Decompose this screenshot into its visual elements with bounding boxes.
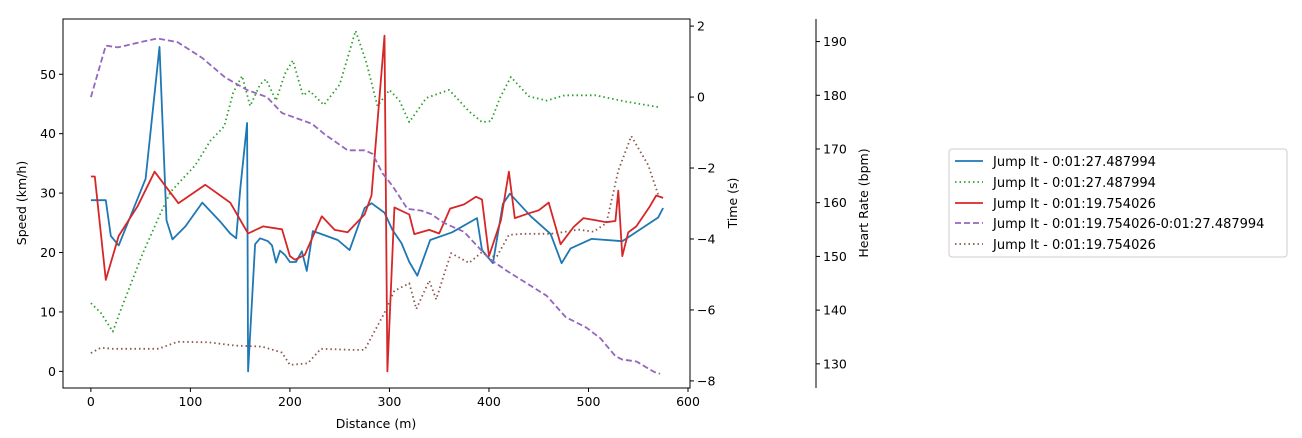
x-tick-label: 300 <box>378 394 402 409</box>
y-axis-hr: 130 140 150 160 170 180 190 <box>815 19 847 388</box>
plot-area <box>62 18 691 389</box>
x-tick-label: 500 <box>577 394 601 409</box>
x-tick-label: 100 <box>178 394 202 409</box>
y-tick-label-time: −6 <box>697 302 715 317</box>
legend-label: Jump It - 0:01:27.487994 <box>992 176 1156 191</box>
legend-entry: Jump It - 0:01:27.487994 <box>955 155 1156 170</box>
plot-frame <box>62 18 691 389</box>
y-tick-label-speed: 50 <box>40 67 56 82</box>
y-axis-time: −8 −6 −4 −2 0 2 <box>690 19 715 388</box>
legend-entry: Jump It - 0:01:27.487994 <box>955 176 1156 191</box>
y-axis-label-time: Time (s) <box>725 178 740 230</box>
series-line-5 <box>90 135 660 366</box>
y-tick-label-speed: 10 <box>40 304 56 319</box>
x-tick-label: 200 <box>278 394 302 409</box>
y-tick-label-time: 2 <box>697 19 705 34</box>
y-tick-label-hr: 150 <box>823 249 847 264</box>
y-tick-label-time: −8 <box>697 373 715 388</box>
y-tick-label-time: −4 <box>697 231 715 246</box>
y-tick-label-hr: 140 <box>823 303 847 318</box>
y-tick-label-hr: 180 <box>823 88 847 103</box>
x-tick-label: 0 <box>87 394 95 409</box>
y-tick-label-time: −2 <box>697 161 715 176</box>
y-axis-label-speed: Speed (km/h) <box>14 161 29 245</box>
legend-label: Jump It - 0:01:19.754026 <box>992 238 1156 253</box>
legend-frame <box>948 148 1288 258</box>
series-line-3 <box>90 34 664 373</box>
y-axis-speed: 0 10 20 30 40 50 <box>40 67 63 379</box>
legend-label: Jump It - 0:01:27.487994 <box>992 155 1156 170</box>
legend-entry: Jump It - 0:01:19.754026-0:01:27.487994 <box>955 217 1264 232</box>
series-line-4 <box>90 37 661 375</box>
legend-entry: Jump It - 0:01:19.754026 <box>955 238 1156 253</box>
legend: Jump It - 0:01:27.487994 Jump It - 0:01:… <box>948 148 1288 258</box>
x-tick-label: 600 <box>676 394 700 409</box>
legend-entry: Jump It - 0:01:19.754026 <box>955 197 1156 212</box>
y-tick-label-hr: 160 <box>823 195 847 210</box>
y-axis-label-hr: Heart Rate (bpm) <box>856 148 871 257</box>
y-tick-label-time: 0 <box>697 90 705 105</box>
y-tick-label-speed: 0 <box>48 364 56 379</box>
legend-label: Jump It - 0:01:19.754026 <box>992 197 1156 212</box>
x-tick-label: 400 <box>477 394 501 409</box>
series-line-1 <box>90 46 664 373</box>
x-axis: 0 100 200 300 400 500 600 <box>87 388 700 409</box>
legend-label: Jump It - 0:01:19.754026-0:01:27.487994 <box>992 217 1264 232</box>
series-line-2 <box>90 29 659 333</box>
y-tick-label-hr: 190 <box>823 34 847 49</box>
y-tick-label-hr: 130 <box>823 356 847 371</box>
y-tick-label-speed: 40 <box>40 126 56 141</box>
y-tick-label-speed: 20 <box>40 245 56 260</box>
y-tick-label-hr: 170 <box>823 141 847 156</box>
x-axis-label: Distance (m) <box>336 416 417 431</box>
y-tick-label-speed: 30 <box>40 186 56 201</box>
